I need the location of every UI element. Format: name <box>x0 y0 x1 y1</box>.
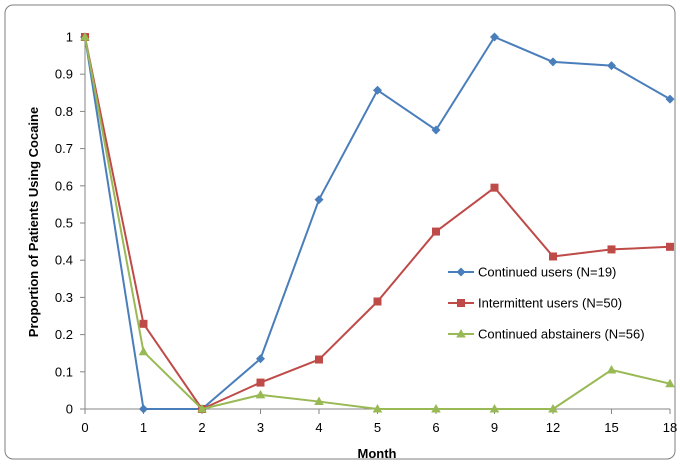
legend-item: Intermittent users (N=50) <box>448 296 622 311</box>
x-axis-title: Month <box>358 446 397 461</box>
data-point <box>256 354 265 364</box>
y-tick-label: 0.2 <box>55 327 73 342</box>
legend-swatch-marker <box>457 299 465 307</box>
y-axis-title: Proportion of Patients Using Cocaine <box>26 107 41 337</box>
data-point <box>431 125 441 135</box>
data-point <box>197 404 207 413</box>
legend-item: Continued users (N=19) <box>448 265 616 280</box>
legend-swatch-marker <box>456 267 466 277</box>
y-tick-label: 0.4 <box>55 253 73 268</box>
x-tick-label: 6 <box>432 420 439 435</box>
series-2 <box>81 33 674 413</box>
data-point <box>606 364 617 374</box>
data-point <box>489 404 500 413</box>
data-point <box>314 396 324 406</box>
data-point <box>373 85 382 95</box>
data-point <box>548 404 558 413</box>
y-tick-label: 0.1 <box>55 364 73 379</box>
x-tick-label: 18 <box>663 420 677 435</box>
y-tick-label: 0.3 <box>55 290 73 305</box>
x-tick-label: 15 <box>604 420 618 435</box>
data-point <box>139 404 148 414</box>
chart-border <box>4 4 676 460</box>
data-point <box>549 252 557 261</box>
x-tick-label: 12 <box>546 420 560 435</box>
x-tick-label: 5 <box>374 420 381 435</box>
legend-label: Continued users (N=19) <box>478 265 616 280</box>
data-point <box>80 32 90 41</box>
x-tick-label: 1 <box>140 420 147 435</box>
data-point <box>490 183 499 192</box>
data-point <box>607 245 616 254</box>
x-tick-label: 4 <box>315 420 322 435</box>
data-point <box>666 242 674 251</box>
data-point <box>373 297 382 306</box>
data-point <box>432 227 440 236</box>
y-tick-label: 0.5 <box>55 216 73 231</box>
y-tick-label: 0.9 <box>55 67 73 82</box>
legend-label: Continued abstainers (N=56) <box>478 327 645 342</box>
x-tick-label: 9 <box>491 420 498 435</box>
y-tick-label: 0.6 <box>55 178 73 193</box>
data-point <box>548 57 558 67</box>
data-point <box>372 404 383 413</box>
legend: Continued users (N=19) Intermittent users… <box>448 265 645 342</box>
series-3 <box>80 32 675 413</box>
data-point <box>256 378 265 387</box>
x-tick-label: 0 <box>81 420 88 435</box>
y-tick-label: 0.7 <box>55 141 73 156</box>
x-tick-label: 2 <box>198 420 205 435</box>
data-point <box>138 346 149 356</box>
data-point <box>315 355 323 364</box>
data-point <box>665 94 675 104</box>
series-layer <box>80 32 675 414</box>
data-point <box>139 319 148 328</box>
legend-swatch-marker <box>456 329 466 338</box>
legend-item: Continued abstainers (N=56) <box>448 327 645 342</box>
data-point <box>665 378 675 388</box>
y-tick-label: 1 <box>66 30 73 45</box>
data-point <box>490 32 499 42</box>
x-tick-label: 3 <box>257 420 264 435</box>
y-tick-label: 0 <box>66 402 73 417</box>
data-point <box>431 404 441 413</box>
data-point <box>314 195 324 205</box>
legend-label: Intermittent users (N=50) <box>478 296 622 311</box>
data-point <box>255 389 266 399</box>
data-point <box>607 61 616 71</box>
axes: 00.10.20.30.40.50.60.70.80.910 1 2 3 4 5 6 9 12 1… <box>55 30 677 436</box>
y-tick-label: 0.8 <box>55 104 73 119</box>
